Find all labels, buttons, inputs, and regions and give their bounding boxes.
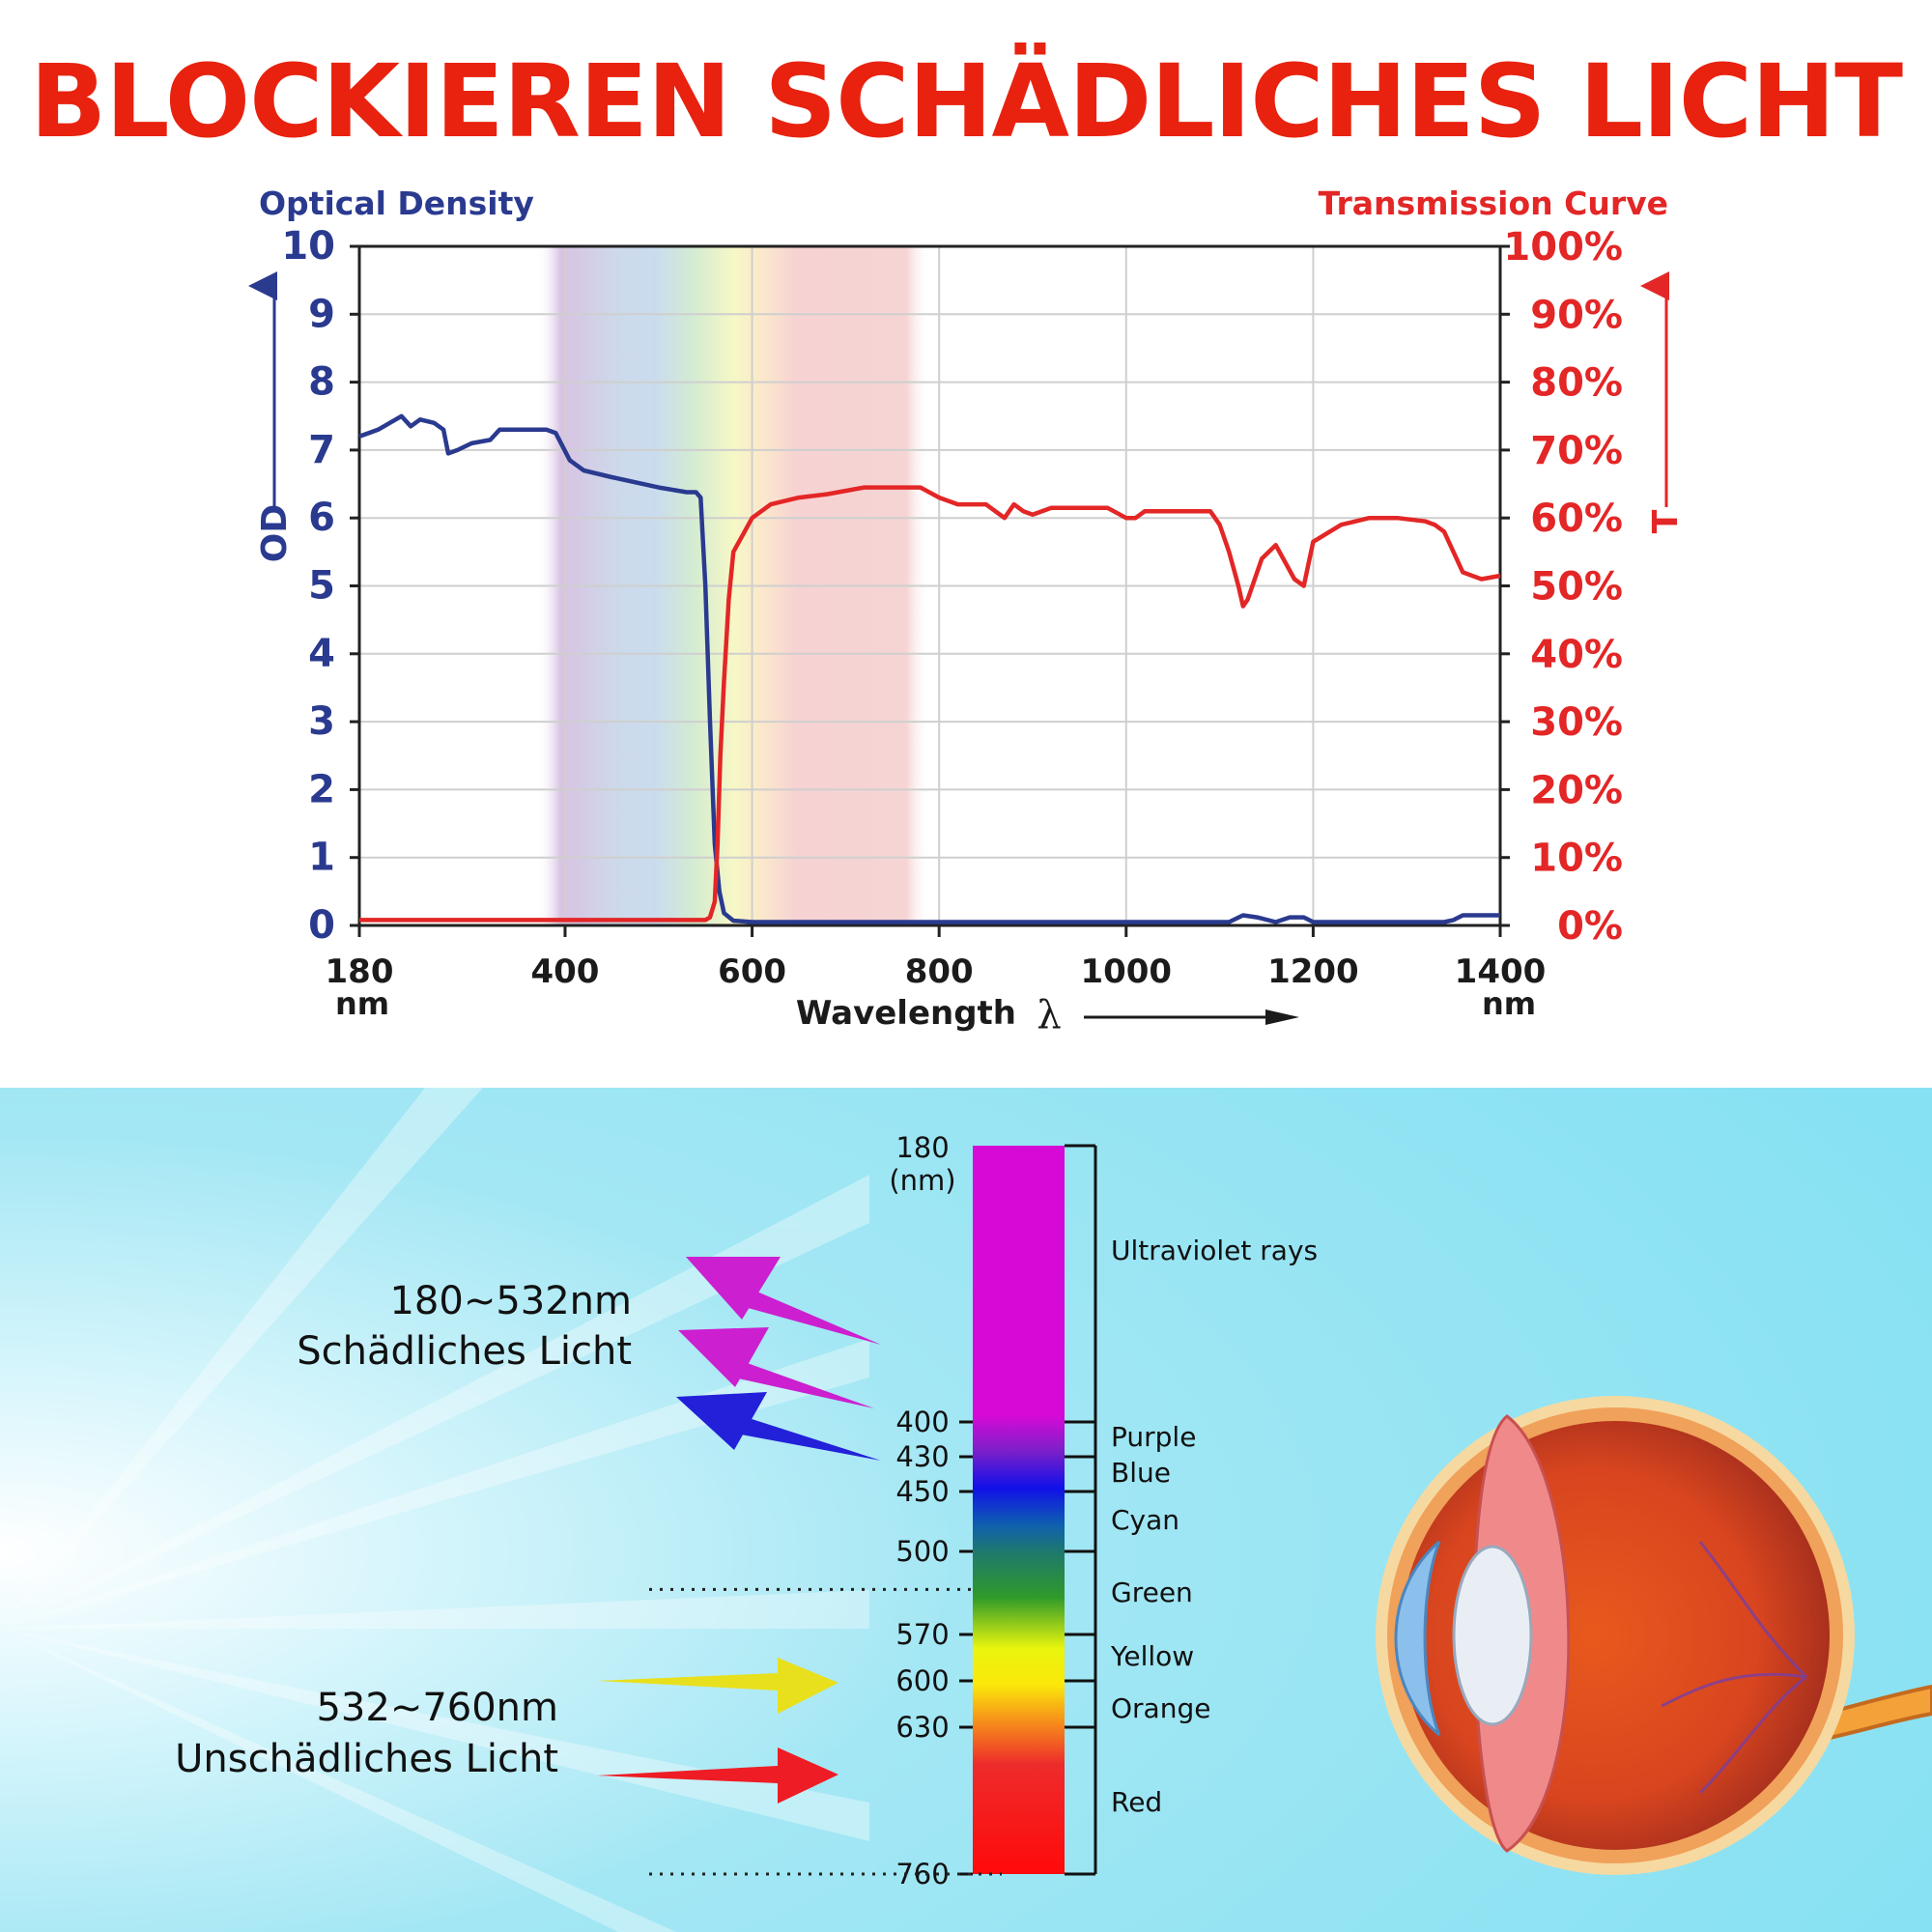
y-left-tick-label: 0 bbox=[308, 903, 335, 948]
transmission-chart: 180 400 600 800 1000 1200 1400 0 1 2 3 4 5 6 7 8 9 10 0%… bbox=[248, 185, 1686, 1037]
spectrum-band-name: Green bbox=[1111, 1577, 1193, 1608]
harmless-label: Unschädliches Licht bbox=[175, 1737, 558, 1781]
y-right-tick-label: 60% bbox=[1530, 497, 1623, 541]
spectrum-band-name: Cyan bbox=[1111, 1504, 1179, 1536]
y-left-tick-label: 2 bbox=[308, 767, 335, 811]
x-tick-label: 1000 bbox=[1080, 952, 1172, 991]
x-axis-symbol: λ bbox=[1037, 993, 1061, 1037]
spectrum-tick-label: 400 bbox=[895, 1406, 949, 1438]
x-tick-label: 600 bbox=[718, 952, 786, 991]
y-left-tick-labels: 0 1 2 3 4 5 6 7 8 9 10 bbox=[281, 224, 335, 948]
spectrum-panel: 400 430 450 500 570 600 630 760 Ultraviolet ray… bbox=[0, 1088, 1932, 1932]
y-left-tick-label: 6 bbox=[308, 496, 335, 540]
y-left-tick-label: 4 bbox=[308, 632, 335, 676]
y-left-tick-label: 8 bbox=[308, 360, 335, 405]
spectrum-band-name: Ultraviolet rays bbox=[1111, 1235, 1318, 1266]
y-left-tick-label: 9 bbox=[308, 292, 335, 336]
spectrum-tick-label: 760 bbox=[895, 1858, 949, 1890]
spectrum-top-value: 180 bbox=[895, 1131, 949, 1164]
y-right-tick-label: 30% bbox=[1530, 700, 1623, 745]
y-right-tick-label: 0% bbox=[1557, 904, 1623, 949]
harmless-arrow-red bbox=[597, 1747, 838, 1804]
spectrum-tick-label: 600 bbox=[895, 1664, 949, 1697]
x-axis-arrow bbox=[1084, 1009, 1299, 1025]
x-tick-label: 400 bbox=[530, 952, 599, 991]
harmless-range: 532~760nm bbox=[316, 1686, 558, 1730]
spectrum-tick-label: 570 bbox=[895, 1618, 949, 1651]
y-right-tick-label: 50% bbox=[1530, 565, 1623, 610]
spectrum-tick-label: 630 bbox=[895, 1711, 949, 1744]
spectrum-tick-label: 500 bbox=[895, 1535, 949, 1568]
y-right-tick-label: 100% bbox=[1503, 225, 1623, 270]
y-left-tick-label: 1 bbox=[308, 836, 335, 880]
headline: BLOCKIEREN SCHÄDLICHES LICHT bbox=[29, 43, 1903, 160]
x-axis-label: Wavelength bbox=[796, 994, 1016, 1033]
spectrum-top-unit: (nm) bbox=[889, 1164, 955, 1197]
spectrum-band-name: Orange bbox=[1111, 1692, 1210, 1724]
od-series-line bbox=[358, 413, 1500, 924]
harmful-label: Schädliches Licht bbox=[297, 1329, 632, 1374]
spectrum-ticks bbox=[959, 1420, 1095, 1876]
spectrum-bar bbox=[973, 1146, 1065, 1874]
eye-illustration bbox=[1376, 1396, 1932, 1875]
x-tick-label: 1400 bbox=[1455, 952, 1547, 991]
y-right-tick-label: 40% bbox=[1530, 633, 1623, 677]
x-tick-label: 180 bbox=[326, 952, 394, 991]
axis-ticks bbox=[350, 244, 1510, 937]
spectrum-tick-label: 450 bbox=[895, 1475, 949, 1508]
y-left-tick-label: 10 bbox=[281, 224, 335, 269]
y-left-title: Optical Density bbox=[259, 185, 534, 222]
y-left-axis-label: OD bbox=[255, 504, 295, 563]
x-unit-right: nm bbox=[1482, 985, 1536, 1022]
y-right-tick-label: 20% bbox=[1530, 768, 1623, 812]
light-rays bbox=[0, 1088, 869, 1932]
x-tick-label: 800 bbox=[905, 952, 974, 991]
spectrum-band-name: Purple bbox=[1111, 1421, 1196, 1453]
harmful-arrow-1 bbox=[686, 1257, 881, 1345]
y-right-axis-label: T bbox=[1646, 509, 1686, 533]
harmless-arrow-yellow bbox=[597, 1658, 838, 1714]
harmful-arrow-3 bbox=[676, 1392, 881, 1461]
y-right-tick-label: 80% bbox=[1530, 361, 1623, 406]
y-left-tick-label: 7 bbox=[308, 428, 335, 472]
spectrum-band-name: Blue bbox=[1111, 1457, 1171, 1489]
y-right-title: Transmission Curve bbox=[1319, 185, 1668, 222]
spectrum-band-name: Yellow bbox=[1110, 1640, 1194, 1672]
transmission-series-line bbox=[359, 485, 1501, 923]
y-left-tick-label: 3 bbox=[308, 699, 335, 744]
spectrum-band-names: Ultraviolet rays Purple Blue Cyan Green Yello… bbox=[1110, 1235, 1318, 1818]
y-right-tick-label: 70% bbox=[1530, 429, 1623, 473]
x-unit-left: nm bbox=[335, 985, 389, 1022]
x-tick-labels: 180 400 600 800 1000 1200 1400 bbox=[326, 952, 1547, 991]
harmful-range: 180~532nm bbox=[389, 1279, 632, 1323]
spectrum-band-name: Red bbox=[1111, 1786, 1162, 1818]
spectrum-tick-label: 430 bbox=[895, 1440, 949, 1473]
y-right-tick-labels: 0% 10% 20% 30% 40% 50% 60% 70% 80% 90% 100% bbox=[1503, 225, 1623, 949]
y-right-tick-label: 90% bbox=[1530, 293, 1623, 337]
harmful-arrow-2 bbox=[678, 1327, 874, 1408]
y-right-tick-label: 10% bbox=[1530, 837, 1623, 881]
y-left-tick-label: 5 bbox=[308, 564, 335, 609]
x-tick-label: 1200 bbox=[1267, 952, 1359, 991]
